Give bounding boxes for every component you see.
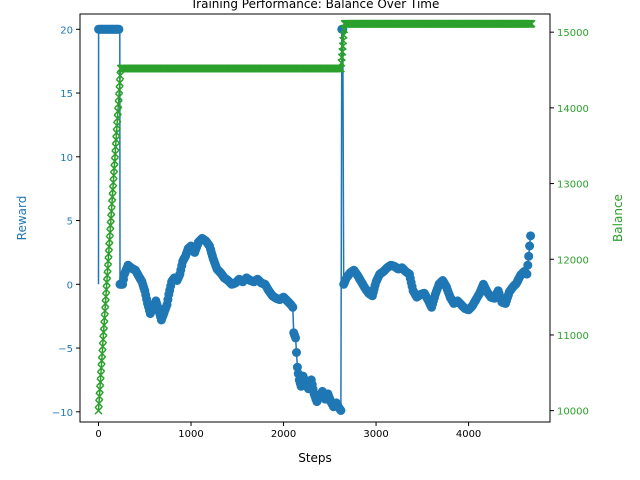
y-axis-right-label: Balance: [611, 194, 625, 242]
balance-line: [97, 23, 532, 411]
y-left-tick-label: −5: [58, 344, 73, 355]
balance-point: [97, 356, 106, 365]
reward-line: [97, 28, 532, 413]
balance-point: [99, 335, 108, 344]
reward-point: [522, 269, 532, 279]
balance-point: [100, 313, 109, 323]
balance-point: [109, 171, 118, 180]
plot-area-border: [79, 13, 551, 423]
balance-point: [107, 199, 116, 208]
balance-point: [112, 135, 121, 144]
y-axis-right: 10000 11000 12000 13000 14000 15000: [550, 28, 589, 418]
balance-point: [111, 149, 120, 159]
y-left-tick-label: 10: [60, 153, 73, 164]
series-layer: [94, 19, 536, 415]
y-left-tick-label: 15: [60, 89, 73, 100]
reward-point: [114, 24, 124, 34]
balance-point: [105, 235, 114, 244]
balance-point: [105, 242, 114, 251]
balance-point: [101, 292, 110, 301]
reward-point: [292, 348, 301, 357]
reward-point: [288, 302, 298, 312]
balance-point: [98, 349, 107, 358]
x-tick-label: 4000: [456, 429, 481, 440]
x-axis-label: Steps: [298, 451, 332, 465]
balance-point: [106, 228, 115, 237]
y-right-tick-label: 10000: [557, 407, 589, 418]
reward-point: [291, 333, 301, 343]
balance-point: [103, 271, 112, 280]
balance-point: [527, 19, 536, 28]
x-tick-label: 3000: [363, 429, 388, 440]
balance-point: [110, 164, 119, 173]
balance-point: [108, 192, 117, 201]
balance-point: [97, 363, 106, 372]
y-left-tick-label: 20: [60, 25, 73, 36]
balance-point: [114, 92, 123, 102]
y-left-tick-label: −10: [52, 408, 73, 419]
y-right-tick-label: 15000: [557, 28, 589, 39]
balance-point: [98, 342, 107, 351]
balance-point: [96, 370, 105, 380]
y-axis-left-label: Reward: [15, 196, 29, 241]
balance-point: [94, 399, 104, 408]
y-left-tick-label: 0: [67, 280, 73, 291]
balance-point: [113, 107, 122, 116]
x-tick-label: 0: [95, 429, 101, 440]
balance-point: [112, 128, 121, 137]
x-tick-label: 1000: [178, 429, 203, 440]
balance-point: [111, 142, 120, 151]
balance-point: [99, 328, 108, 337]
balance-point: [107, 207, 116, 216]
reward-point: [526, 231, 536, 241]
balance-point: [95, 385, 104, 394]
y-left-tick-label: 5: [67, 217, 73, 228]
y-right-tick-label: 12000: [557, 255, 589, 266]
balance-point: [104, 249, 113, 258]
balance-point: [106, 221, 115, 230]
reward-series: [94, 24, 536, 415]
balance-point: [115, 78, 124, 87]
reward-point: [525, 241, 535, 251]
reward-point: [524, 251, 534, 261]
reward-point: [336, 406, 346, 415]
balance-point: [108, 185, 117, 194]
balance-point: [102, 285, 111, 294]
x-tick-label: 2000: [271, 429, 296, 440]
y-right-tick-label: 13000: [557, 180, 589, 191]
chart-title: Training Performance: Balance Over Time: [190, 0, 440, 11]
balance-point: [110, 157, 119, 166]
balance-point: [100, 321, 109, 330]
balance-point: [113, 114, 122, 123]
balance-point: [116, 71, 125, 80]
balance-point: [103, 264, 112, 273]
balance-point: [109, 178, 118, 187]
plot-frame: [79, 13, 551, 423]
balance-point: [100, 306, 110, 315]
balance-point: [95, 392, 104, 401]
balance-point: [114, 100, 123, 109]
x-axis: 0 1000 2000 3000 4000: [95, 422, 481, 440]
balance-point: [112, 121, 122, 130]
balance-point: [102, 278, 111, 287]
balance-point: [104, 256, 113, 266]
reward-point: [523, 260, 533, 270]
balance-point: [101, 299, 110, 308]
y-right-tick-label: 14000: [557, 104, 589, 115]
balance-point: [96, 378, 105, 387]
y-right-tick-label: 11000: [557, 331, 589, 342]
balance-point: [106, 214, 116, 223]
balance-point: [115, 85, 124, 94]
y-axis-left: −10 −5 0 5 10 15 20: [52, 25, 80, 419]
balance-point: [94, 406, 103, 415]
balance-series: [94, 19, 536, 415]
